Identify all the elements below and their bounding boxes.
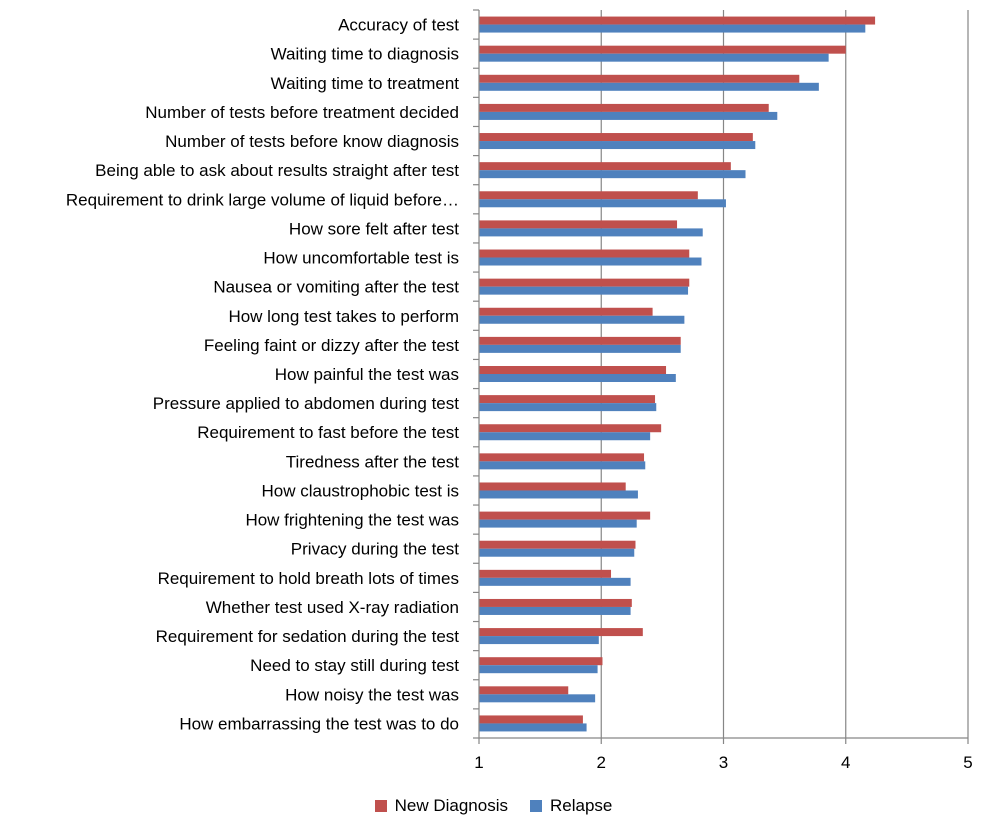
legend-item-relapse: Relapse (530, 796, 612, 816)
bar-new-diagnosis-need-to-stay-still-during-test (479, 657, 603, 666)
bar-new-diagnosis-how-painful-the-test-was (479, 366, 667, 374)
bar-relapse-being-able-to-ask-about-results-straight-after-test (479, 170, 746, 179)
bar-relapse-how-embarrassing-the-test-was-to-do (479, 723, 587, 732)
category-label: How painful the test was (275, 365, 459, 384)
bar-relapse-how-frightening-the-test-was (479, 519, 637, 528)
category-label: Waiting time to treatment (271, 74, 460, 93)
category-label: Nausea or vomiting after the test (213, 278, 459, 297)
bar-relapse-tiredness-after-the-test (479, 461, 646, 470)
bar-new-diagnosis-privacy-during-the-test (479, 540, 636, 549)
bar-new-diagnosis-how-long-test-takes-to-perform (479, 307, 653, 316)
category-label: How sore felt after test (289, 219, 459, 238)
x-tick-label: 4 (841, 753, 850, 772)
category-label: Requirement to drink large volume of liq… (66, 190, 459, 209)
category-label: How claustrophobic test is (262, 481, 459, 500)
legend-item-new-diagnosis: New Diagnosis (374, 796, 508, 816)
bar-relapse-waiting-time-to-treatment (479, 82, 819, 91)
category-label: Number of tests before treatment decided (145, 103, 459, 122)
bar-new-diagnosis-feeling-faint-or-dizzy-after-the-test (479, 336, 681, 345)
legend-swatch-relapse (530, 800, 542, 812)
category-label: Accuracy of test (338, 16, 459, 35)
bar-new-diagnosis-waiting-time-to-treatment (479, 74, 800, 83)
bar-new-diagnosis-requirement-to-fast-before-the-test (479, 424, 662, 433)
category-label: How uncomfortable test is (263, 249, 459, 268)
x-tick-label: 3 (719, 753, 728, 772)
bar-new-diagnosis-tiredness-after-the-test (479, 453, 645, 462)
category-label: How noisy the test was (285, 685, 459, 704)
bar-new-diagnosis-how-embarrassing-the-test-was-to-do (479, 715, 583, 724)
bar-relapse-waiting-time-to-diagnosis (479, 53, 829, 62)
bar-new-diagnosis-accuracy-of-test (479, 16, 876, 25)
bar-new-diagnosis-whether-test-used-x-ray-radiation (479, 598, 632, 607)
bar-relapse-how-long-test-takes-to-perform (479, 315, 685, 324)
axes (473, 9, 969, 744)
bar-new-diagnosis-how-frightening-the-test-was (479, 511, 651, 520)
bar-relapse-how-uncomfortable-test-is (479, 257, 702, 266)
bar-relapse-how-noisy-the-test-was (479, 694, 596, 703)
bar-relapse-need-to-stay-still-during-test (479, 665, 598, 674)
category-label: How embarrassing the test was to do (179, 714, 459, 733)
chart: Accuracy of test Waiting time to diagnosi… (66, 9, 973, 772)
category-label: Feeling faint or dizzy after the test (204, 336, 459, 355)
bar-relapse-accuracy-of-test (479, 24, 866, 33)
bar-relapse-requirement-for-sedation-during-the-test (479, 636, 599, 645)
bars (479, 16, 876, 732)
category-label: Requirement to fast before the test (197, 423, 459, 442)
legend-label-relapse: Relapse (550, 796, 613, 815)
bar-new-diagnosis-nausea-or-vomiting-after-the-test (479, 278, 690, 287)
category-labels: Accuracy of test Waiting time to diagnosi… (66, 16, 459, 734)
bar-relapse-whether-test-used-x-ray-radiation (479, 606, 631, 615)
category-label: How frightening the test was (245, 511, 459, 530)
bar-new-diagnosis-pressure-applied-to-abdomen-during-test (479, 395, 656, 404)
bar-relapse-requirement-to-fast-before-the-test (479, 432, 651, 441)
bar-new-diagnosis-number-of-tests-before-know-diagnosis (479, 133, 753, 142)
category-label: Tiredness after the test (286, 452, 460, 471)
bar-relapse-feeling-faint-or-dizzy-after-the-test (479, 344, 681, 353)
legend: New Diagnosis Relapse (0, 796, 987, 816)
bar-new-diagnosis-requirement-to-hold-breath-lots-of-times (479, 569, 612, 578)
tick-labels: 1 2 3 4 5 (474, 753, 972, 772)
bar-new-diagnosis-how-uncomfortable-test-is (479, 249, 690, 258)
category-label: Requirement to hold breath lots of times (158, 569, 459, 588)
category-label: Whether test used X-ray radiation (206, 598, 459, 617)
bar-relapse-how-sore-felt-after-test (479, 228, 703, 237)
bar-relapse-number-of-tests-before-treatment-decided (479, 111, 778, 120)
bar-relapse-pressure-applied-to-abdomen-during-test (479, 403, 657, 412)
x-tick-label: 2 (597, 753, 606, 772)
category-label: Privacy during the test (291, 540, 459, 559)
category-label: Waiting time to diagnosis (271, 45, 459, 64)
category-label: Number of tests before know diagnosis (165, 132, 459, 151)
bar-new-diagnosis-being-able-to-ask-about-results-straight-after-test (479, 162, 731, 171)
legend-swatch-new-diagnosis (374, 800, 387, 812)
x-tick-label: 5 (963, 753, 972, 772)
bar-relapse-requirement-to-hold-breath-lots-of-times (479, 577, 631, 586)
category-label: How long test takes to perform (228, 307, 459, 326)
bar-relapse-privacy-during-the-test (479, 548, 635, 557)
bar-new-diagnosis-requirement-for-sedation-during-the-test (479, 628, 643, 637)
bar-relapse-requirement-to-drink-large-volume-of-liquid-before (479, 199, 726, 208)
category-label: Pressure applied to abdomen during test (153, 394, 459, 413)
bar-new-diagnosis-number-of-tests-before-treatment-decided (479, 103, 769, 112)
bar-relapse-how-painful-the-test-was (479, 374, 676, 382)
bar-new-diagnosis-how-claustrophobic-test-is (479, 482, 626, 491)
category-label: Need to stay still during test (250, 656, 459, 675)
bar-new-diagnosis-waiting-time-to-diagnosis (479, 45, 846, 54)
bar-relapse-how-claustrophobic-test-is (479, 490, 638, 499)
bar-relapse-nausea-or-vomiting-after-the-test (479, 286, 689, 295)
legend-label-new-diagnosis: New Diagnosis (394, 796, 508, 815)
category-label: Being able to ask about results straight… (95, 161, 459, 180)
bar-relapse-number-of-tests-before-know-diagnosis (479, 141, 756, 150)
x-tick-label: 1 (474, 753, 483, 772)
bar-new-diagnosis-requirement-to-drink-large-volume-of-liquid-before (479, 191, 698, 200)
bar-new-diagnosis-how-noisy-the-test-was (479, 686, 569, 695)
bar-new-diagnosis-how-sore-felt-after-test (479, 220, 678, 229)
category-label: Requirement for sedation during the test (156, 627, 460, 646)
